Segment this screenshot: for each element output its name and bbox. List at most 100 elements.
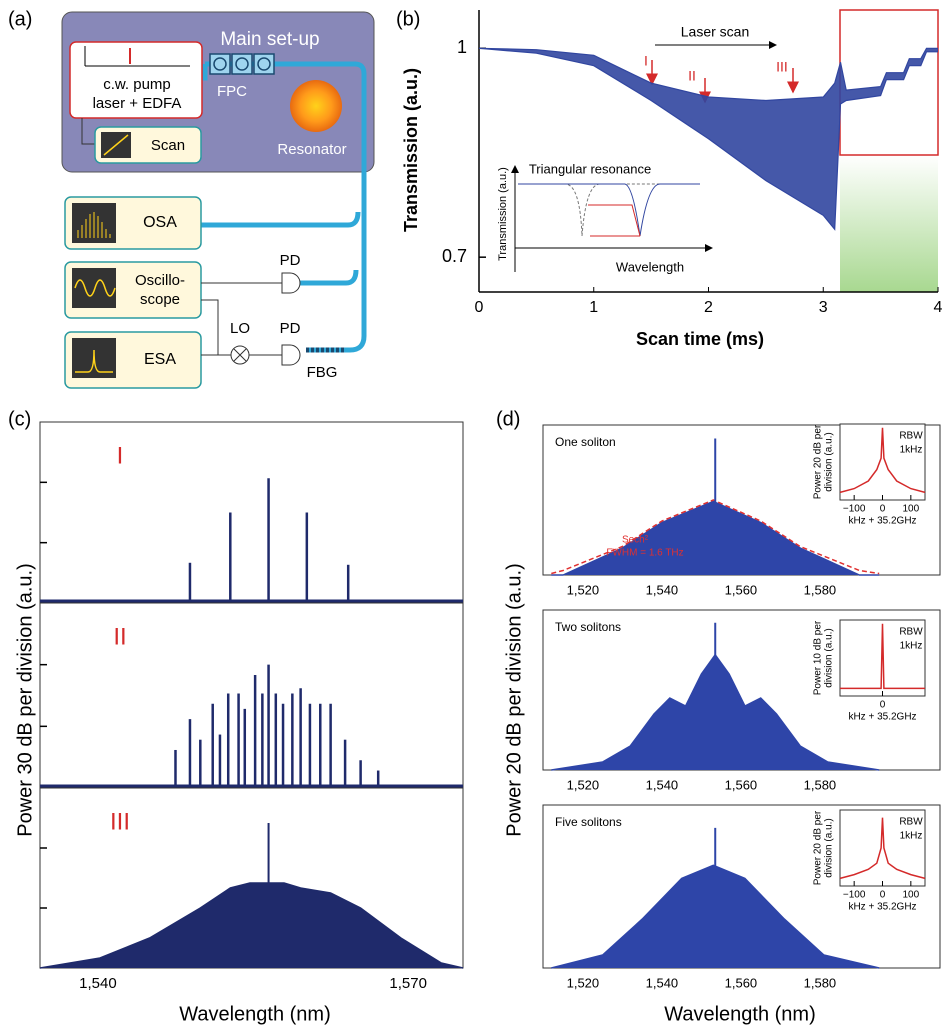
inset-title: Triangular resonance [529, 161, 651, 176]
annotation: II [688, 68, 696, 84]
area-fill [40, 883, 463, 968]
inset-y-label: division (a.u.) [824, 818, 835, 877]
x-tick-label: 1,520 [567, 975, 600, 990]
x-tick-label: −100 [843, 504, 866, 515]
oscilloscope-label: Oscillo- [135, 272, 185, 289]
annotation: I [644, 53, 648, 69]
x-tick-label: 1,580 [804, 777, 837, 792]
connector [81, 118, 95, 145]
panel-label: (c) [8, 408, 31, 430]
plot-frame [39, 421, 464, 604]
trace [478, 47, 938, 102]
panel-title: One soliton [555, 435, 616, 449]
trace [840, 623, 925, 690]
x-tick-label: 1,540 [646, 975, 679, 990]
x-axis-label: Wavelength (nm) [179, 1003, 331, 1025]
y-axis-label: Power 20 dB per division (a.u.) [503, 563, 525, 836]
panel-label: (d) [496, 408, 520, 430]
trace [839, 427, 926, 494]
x-tick-label: 0 [880, 700, 886, 711]
fbg-label: FBG [307, 364, 338, 381]
x-tick-label: 1,560 [725, 582, 758, 597]
y-tick-label: 1 [457, 37, 467, 57]
rbw-label: 1kHz [900, 641, 923, 652]
inset-y-label: Transmission (a.u.) [497, 167, 509, 261]
regime-label: III [110, 808, 130, 835]
inset-y-label: Power 20 dB per [813, 424, 824, 499]
x-tick-label: 1,540 [79, 975, 117, 992]
resonator [290, 80, 342, 132]
x-tick-label: 4 [934, 299, 942, 316]
spectrum-edge [551, 864, 880, 969]
x-tick-label: 1,580 [804, 582, 837, 597]
x-tick-label: 1,540 [646, 582, 679, 597]
highlight-box [839, 9, 939, 156]
regime-label: II [113, 623, 126, 650]
resonance-inset [484, 158, 720, 286]
pd-label: PD [280, 320, 301, 337]
rbw-label: RBW [899, 627, 923, 638]
spectrum-edge [551, 500, 880, 576]
fiber [300, 269, 359, 286]
lo-cross [233, 348, 247, 362]
soliton-region [840, 155, 938, 292]
x-axis-label: Wavelength (nm) [664, 1003, 816, 1025]
inset-y-label: division (a.u.) [824, 628, 835, 687]
trace [478, 47, 938, 231]
fiber [200, 211, 361, 228]
annotation: Sech² [622, 535, 649, 546]
esa-peak [75, 349, 113, 373]
y-axis-label: Power 30 dB per division (a.u.) [14, 563, 36, 836]
pump-label: laser + EDFA [93, 95, 182, 112]
panel-label: (b) [396, 8, 420, 30]
x-tick-label: 0 [475, 299, 484, 316]
setup-title: Main set-up [220, 29, 319, 50]
resonance-curve [518, 183, 700, 237]
x-tick-label: 3 [819, 299, 828, 316]
pd-symbol [281, 344, 301, 366]
trace [839, 817, 926, 880]
inset-x-label: kHz + 35.2GHz [848, 712, 916, 723]
wire [201, 282, 282, 356]
fiber [205, 61, 367, 353]
pump-label: c.w. pump [103, 76, 171, 93]
osa-label: OSA [143, 214, 177, 231]
inset-x-label: kHz + 35.2GHz [848, 516, 916, 527]
rbw-label: 1kHz [900, 831, 923, 842]
panel-title: Five solitons [555, 815, 622, 829]
scan-ramp [103, 134, 129, 156]
pd-symbol [281, 272, 301, 294]
lo-label: LO [230, 320, 250, 337]
pd-label: PD [280, 252, 301, 269]
x-tick-label: 0 [880, 890, 886, 901]
x-tick-label: 100 [902, 504, 919, 515]
x-tick-label: −100 [843, 890, 866, 901]
x-tick-label: 0 [880, 504, 886, 515]
x-tick-label: 1,560 [725, 777, 758, 792]
spectrum-edge [39, 882, 464, 969]
regime-label: I [117, 442, 124, 469]
resonator-label: Resonator [277, 141, 346, 158]
panel-label: (a) [8, 8, 32, 30]
triangular-curve [588, 204, 641, 237]
oscilloscope-label: scope [140, 291, 180, 308]
pump-box [69, 41, 203, 119]
pump-axes [84, 46, 190, 67]
rbw-label: RBW [899, 431, 923, 442]
x-tick-label: 1,520 [567, 777, 600, 792]
x-axis-label: Scan time (ms) [636, 329, 764, 349]
inset-background [484, 158, 720, 286]
fiber [202, 64, 208, 81]
inset-x-label: kHz + 35.2GHz [848, 902, 916, 913]
setup-diagram: Main set-up c.w. pump laser + EDFA Scan … [61, 11, 375, 389]
x-tick-label: 1,520 [567, 582, 600, 597]
fpc-label: FPC [217, 83, 247, 100]
inset-y-label: Power 20 dB per [813, 810, 824, 885]
panel-title: Two solitons [555, 620, 621, 634]
x-tick-label: 100 [902, 890, 919, 901]
rbw-label: RBW [899, 817, 923, 828]
x-tick-label: 1,580 [804, 975, 837, 990]
fit-line [551, 499, 880, 575]
